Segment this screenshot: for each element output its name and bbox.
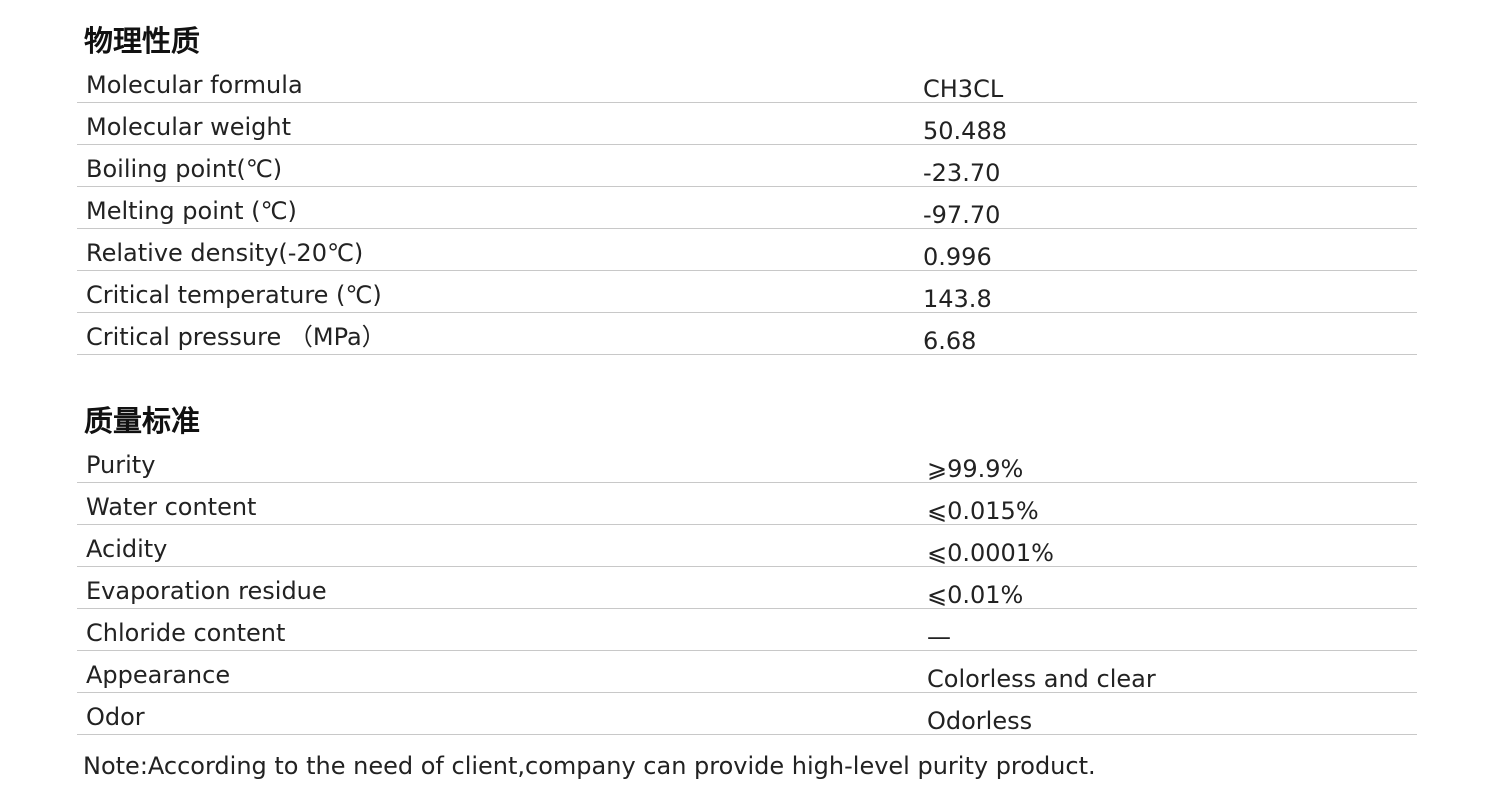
property-value: 143.8 xyxy=(923,285,992,313)
table-row: Odor Odorless xyxy=(77,693,1417,735)
table-row: Purity ⩾99.9% xyxy=(77,441,1417,483)
property-value: 6.68 xyxy=(923,327,977,355)
property-label: Molecular weight xyxy=(86,113,292,141)
property-value: 0.996 xyxy=(923,243,992,271)
spec-value: ⩽0.015% xyxy=(927,497,1039,525)
spec-label: Evaporation residue xyxy=(86,577,327,605)
spec-value: ⩽0.0001% xyxy=(927,539,1054,567)
quality-standard-title: 质量标准 xyxy=(84,404,201,438)
spec-label: Purity xyxy=(86,451,156,479)
spec-label: Appearance xyxy=(86,661,231,689)
spec-value: Odorless xyxy=(927,707,1033,735)
spec-label: Chloride content xyxy=(86,619,286,647)
physical-properties-title: 物理性质 xyxy=(84,24,201,58)
property-label: Critical temperature (℃) xyxy=(86,281,382,309)
property-value: -23.70 xyxy=(923,159,1001,187)
spec-value: ⩾99.9% xyxy=(927,455,1024,483)
table-row: Water content ⩽0.015% xyxy=(77,483,1417,525)
table-row: Molecular weight 50.488 xyxy=(77,103,1417,145)
table-row: Critical pressure （MPa） 6.68 xyxy=(77,313,1417,355)
table-row: Appearance Colorless and clear xyxy=(77,651,1417,693)
footnote: Note:According to the need of client,com… xyxy=(83,752,1096,780)
table-row: Chloride content — xyxy=(77,609,1417,651)
spec-value: Colorless and clear xyxy=(927,665,1156,693)
spec-label: Odor xyxy=(86,703,145,731)
table-row: Critical temperature (℃) 143.8 xyxy=(77,271,1417,313)
property-label: Molecular formula xyxy=(86,71,303,99)
quality-standard-table: Purity ⩾99.9% Water content ⩽0.015% Acid… xyxy=(77,441,1417,735)
property-label: Boiling point(℃) xyxy=(86,155,283,183)
table-row: Melting point (℃) -97.70 xyxy=(77,187,1417,229)
table-row: Relative density(-20℃) 0.996 xyxy=(77,229,1417,271)
physical-properties-table: Molecular formula CH3CL Molecular weight… xyxy=(77,61,1417,355)
spec-label: Acidity xyxy=(86,535,168,563)
table-row: Acidity ⩽0.0001% xyxy=(77,525,1417,567)
property-label: Relative density(-20℃) xyxy=(86,239,364,267)
table-row: Boiling point(℃) -23.70 xyxy=(77,145,1417,187)
spec-label: Water content xyxy=(86,493,257,521)
property-label: Critical pressure （MPa） xyxy=(86,323,386,351)
property-label: Melting point (℃) xyxy=(86,197,297,225)
property-value: -97.70 xyxy=(923,201,1001,229)
table-row: Molecular formula CH3CL xyxy=(77,61,1417,103)
property-value: CH3CL xyxy=(923,75,1004,103)
spec-value: — xyxy=(927,623,951,651)
property-value: 50.488 xyxy=(923,117,1007,145)
spec-value: ⩽0.01% xyxy=(927,581,1024,609)
table-row: Evaporation residue ⩽0.01% xyxy=(77,567,1417,609)
